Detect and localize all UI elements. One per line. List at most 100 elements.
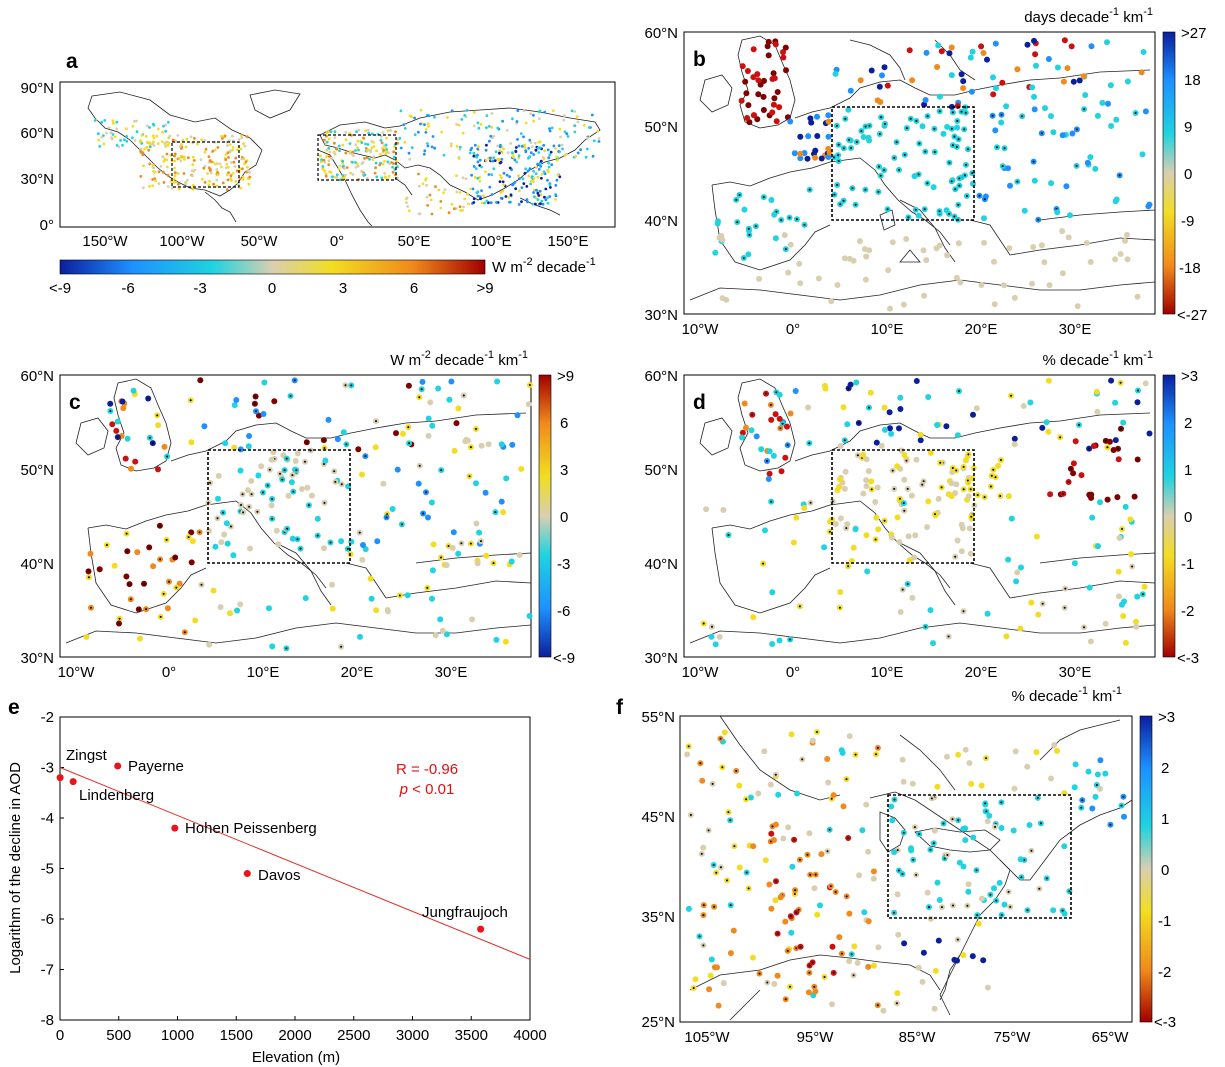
panel-d-cbar-tick: 1: [1184, 462, 1192, 479]
significance-mark: [271, 517, 274, 520]
station-dot: [482, 194, 485, 198]
significance-mark: [166, 455, 169, 458]
station-dot: [927, 607, 934, 614]
station-dot: [955, 751, 962, 758]
station-dot: [548, 183, 552, 187]
station-dot: [1061, 843, 1068, 850]
station-dot: [462, 205, 465, 209]
station-dot: [188, 559, 195, 566]
station-dot: [140, 133, 144, 137]
significance-mark: [148, 436, 151, 439]
station-dot: [597, 137, 601, 140]
station-dot: [246, 433, 253, 439]
station-dot: [391, 170, 395, 174]
station-dot: [1065, 234, 1072, 241]
significance-mark: [159, 558, 162, 561]
panel-a-cbar-tick: 3: [339, 280, 347, 297]
station-dot: [539, 193, 543, 197]
significance-mark: [268, 468, 271, 471]
panel-e-point: [477, 925, 485, 933]
significance-mark: [851, 187, 854, 190]
station-dot: [364, 142, 367, 146]
station-dot: [915, 212, 922, 219]
station-dot: [944, 252, 951, 259]
significance-mark: [145, 608, 148, 611]
station-dot: [325, 416, 332, 423]
station-dot: [192, 617, 199, 624]
significance-mark: [292, 490, 295, 493]
station-dot: [870, 868, 877, 875]
station-dot: [736, 782, 743, 789]
station-dot: [768, 830, 775, 837]
station-dot: [1102, 770, 1109, 777]
station-dot: [825, 779, 832, 786]
panel-b-xticks: 10°W 0° 10°E 20°E 30°E: [682, 321, 1092, 338]
station-dot: [870, 962, 877, 969]
station-dot: [218, 162, 222, 166]
panel-d-unit: % decade-1 km-1: [1043, 349, 1153, 369]
station-dot: [501, 180, 505, 184]
station-dot: [394, 130, 397, 134]
station-dot: [231, 146, 235, 149]
station-dot: [797, 155, 804, 162]
station-dot: [536, 198, 540, 202]
station-dot: [443, 188, 447, 192]
station-dot: [443, 562, 450, 569]
significance-mark: [836, 184, 839, 186]
station-dot: [935, 937, 942, 944]
significance-mark: [868, 124, 871, 127]
significance-mark: [183, 631, 186, 634]
significance-mark: [855, 141, 858, 143]
station-dot: [777, 894, 784, 901]
station-dot: [131, 124, 135, 128]
significance-mark: [996, 146, 998, 149]
station-dot: [125, 135, 129, 138]
significance-mark: [118, 622, 120, 625]
significance-mark: [1131, 565, 1134, 568]
station-dot: [498, 145, 502, 149]
significance-mark: [198, 531, 201, 534]
panel-a-ytick: 60°N: [20, 125, 54, 142]
significance-mark: [1030, 849, 1033, 852]
significance-mark: [475, 428, 477, 430]
station-dot: [1087, 154, 1094, 161]
significance-mark: [962, 488, 965, 491]
station-dot: [522, 109, 526, 113]
station-dot: [474, 167, 478, 171]
significance-mark: [745, 871, 748, 874]
station-dot: [308, 492, 315, 499]
station-dot: [531, 202, 535, 206]
station-dot: [485, 441, 492, 448]
station-dot: [771, 95, 778, 102]
significance-mark: [884, 122, 886, 125]
station-dot: [785, 269, 792, 276]
station-dot: [150, 563, 157, 570]
station-dot: [509, 142, 513, 145]
station-dot: [364, 129, 367, 133]
station-dot: [157, 182, 161, 186]
station-dot: [700, 844, 707, 851]
station-dot: [374, 166, 377, 170]
significance-mark: [289, 395, 292, 397]
station-dot: [373, 607, 380, 614]
station-dot: [380, 480, 387, 487]
station-dot: [405, 382, 412, 389]
station-dot: [970, 411, 976, 418]
station-dot: [400, 430, 406, 437]
station-dot: [962, 837, 969, 844]
station-dot: [506, 151, 510, 155]
significance-mark: [240, 504, 242, 506]
significance-mark: [299, 547, 302, 550]
station-dot: [782, 44, 789, 51]
significance-mark: [1023, 859, 1026, 861]
station-dot: [889, 239, 896, 246]
panel-e-stat-r: R = -0.96: [396, 761, 458, 778]
station-dot: [522, 135, 525, 139]
station-dot: [721, 729, 728, 736]
station-dot: [446, 116, 449, 119]
significance-mark: [909, 117, 912, 120]
station-dot: [476, 153, 479, 157]
station-dot: [1069, 130, 1076, 137]
station-dot: [381, 162, 385, 166]
station-dot: [754, 71, 761, 78]
